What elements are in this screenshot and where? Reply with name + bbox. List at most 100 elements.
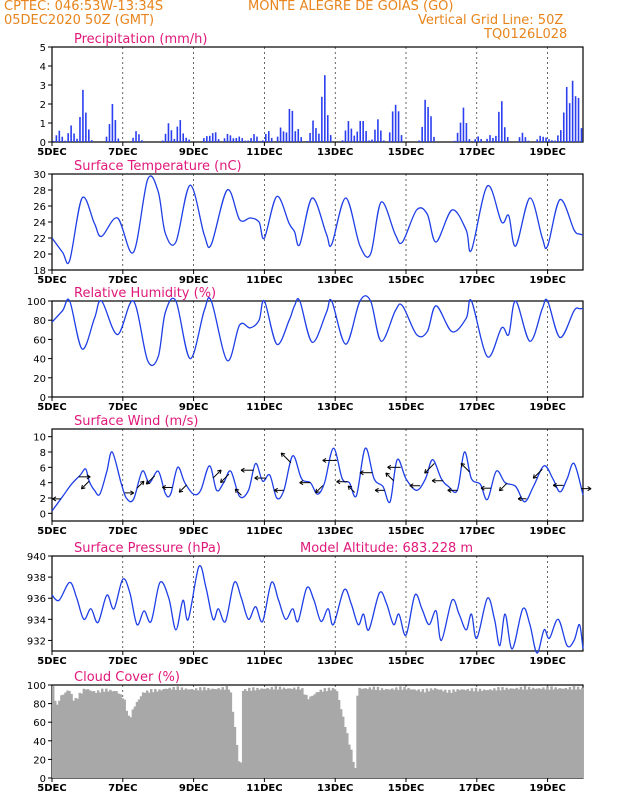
precip-bar <box>536 139 539 142</box>
precip-bar <box>88 129 90 142</box>
cloud-bar <box>442 691 445 778</box>
x-tick-label: 19DEC <box>529 783 565 794</box>
cloud-bar <box>556 689 559 778</box>
precip-bar <box>400 135 403 142</box>
header-grid-note: Vertical Grid Line: 50Z <box>418 13 564 28</box>
panel-subtitle-4: Model Altitude: 683.228 m <box>300 541 473 556</box>
precip-bar <box>61 136 64 142</box>
cloud-bar <box>299 689 302 778</box>
precip-bar <box>421 126 423 142</box>
precip-bar <box>114 120 117 142</box>
x-tick-label: 19DEC <box>529 656 565 667</box>
cloud-bar <box>62 694 65 778</box>
cloud-bar <box>243 689 247 778</box>
x-tick-label: 17DEC <box>459 275 495 286</box>
cloud-bar <box>321 691 325 778</box>
cloud-bar <box>403 686 406 778</box>
cloud-bar <box>384 688 388 778</box>
precip-bar <box>217 139 220 142</box>
x-tick-label: 13DEC <box>317 783 353 794</box>
precip-bar <box>300 137 303 142</box>
wind-arrowhead <box>217 469 222 475</box>
cloud-bar <box>84 689 88 778</box>
y-tick-label: 20 <box>33 374 46 385</box>
x-tick-label: 13DEC <box>317 656 353 667</box>
precip-bar <box>430 116 432 142</box>
cloud-bar <box>419 691 423 778</box>
cloud-bar <box>266 687 269 778</box>
precip-bar <box>161 140 164 142</box>
precip-bar <box>341 140 344 142</box>
cloud-bar <box>94 692 98 778</box>
cloud-bar <box>323 688 327 778</box>
precip-bar <box>188 139 190 142</box>
cloud-bar <box>329 690 333 778</box>
y-tick-label: 934 <box>27 615 46 626</box>
cloud-bar <box>466 688 470 778</box>
cloud-bar <box>399 686 402 778</box>
cloud-bar <box>256 687 259 778</box>
precip-bar <box>211 133 214 142</box>
precip-bar <box>79 117 81 142</box>
wind-arrowhead <box>234 488 240 494</box>
cloud-bar <box>186 689 190 778</box>
cloud-bar <box>139 696 143 778</box>
precip-bar <box>138 134 140 142</box>
cloud-bar <box>60 695 63 778</box>
cloud-bar <box>501 687 504 778</box>
cloud-bar <box>505 687 508 778</box>
precip-bar <box>259 140 261 142</box>
cloud-bar <box>519 686 523 778</box>
cloud-bar <box>356 695 359 778</box>
cloud-bar <box>548 689 551 778</box>
wind-arrowhead <box>517 496 522 502</box>
cloud-bar <box>576 686 580 778</box>
precip-bar <box>418 140 421 142</box>
precip-bar <box>117 138 120 142</box>
y-tick-label: 4 <box>40 62 46 73</box>
cloud-bar <box>378 690 382 778</box>
cloud-bar <box>162 689 165 778</box>
cloud-bar <box>570 689 574 778</box>
precip-bar <box>241 138 244 142</box>
precip-bar <box>433 136 435 142</box>
cloud-bar <box>158 689 161 778</box>
cloud-bar <box>554 687 557 778</box>
precip-bar <box>453 140 456 142</box>
cloud-bar <box>452 689 455 778</box>
precip-bar <box>495 135 497 142</box>
cloud-bar <box>260 688 263 778</box>
x-tick-label: 13DEC <box>317 275 353 286</box>
cloud-bar <box>574 689 578 778</box>
cloud-bar <box>360 688 363 778</box>
cloud-bar <box>538 688 541 778</box>
series-line-2 <box>51 295 584 367</box>
cloud-bar <box>295 689 298 778</box>
x-tick-label: 11DEC <box>246 656 282 667</box>
cloud-bar <box>125 710 128 778</box>
precip-bar <box>111 103 114 142</box>
y-tick-label: 80 <box>33 316 46 327</box>
y-tick-label: 10 <box>33 433 46 444</box>
cloud-bar <box>166 688 169 778</box>
cloud-bar <box>246 690 249 778</box>
cloud-bar <box>433 688 437 778</box>
precip-bar <box>459 122 462 142</box>
precip-bar <box>226 133 229 142</box>
wind-arrowhead <box>424 469 429 474</box>
precip-bar <box>164 133 167 142</box>
cloud-bar <box>342 716 345 778</box>
wind-arrowhead <box>409 483 414 489</box>
y-tick-label: 2 <box>40 494 46 505</box>
y-tick-label: 80 <box>33 700 46 711</box>
cloud-bar <box>252 687 255 778</box>
precip-bar <box>132 137 134 142</box>
y-tick-label: 0 <box>40 509 46 520</box>
wind-arrowhead <box>299 480 304 486</box>
cloud-bar <box>458 690 461 778</box>
cloud-bar <box>98 692 102 778</box>
precip-bar <box>105 136 108 142</box>
precip-bar <box>554 140 556 142</box>
cloud-bar <box>70 693 73 778</box>
cloud-bar <box>515 687 519 778</box>
